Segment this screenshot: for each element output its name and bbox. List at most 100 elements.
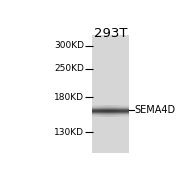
Bar (103, 111, 105, 112)
Bar (125, 110, 127, 111)
Bar (107, 113, 109, 114)
Bar (100, 112, 101, 113)
Bar (94, 111, 96, 112)
Bar (112, 115, 114, 116)
Bar (127, 110, 129, 111)
Bar (110, 108, 112, 109)
Bar (123, 114, 125, 115)
Bar (92, 112, 94, 113)
Bar (96, 108, 98, 109)
Bar (116, 111, 118, 112)
Bar (123, 113, 125, 114)
Bar (92, 114, 94, 115)
Bar (109, 110, 110, 111)
Bar (116, 114, 118, 115)
Bar (125, 108, 127, 109)
Bar (98, 111, 100, 112)
Bar (100, 105, 101, 106)
Bar (109, 111, 110, 112)
Bar (105, 111, 107, 112)
Bar (92, 107, 94, 108)
Bar (116, 115, 118, 116)
Bar (114, 109, 116, 110)
Bar (100, 113, 101, 114)
Bar (125, 112, 127, 113)
Bar (118, 109, 120, 110)
Bar (127, 114, 129, 115)
Bar (125, 115, 127, 116)
Bar (112, 110, 114, 111)
Bar (96, 112, 98, 113)
Bar (100, 110, 101, 111)
Bar (121, 109, 123, 110)
Bar (94, 114, 96, 115)
Bar (109, 107, 110, 108)
Bar (110, 106, 112, 107)
Bar (125, 111, 127, 112)
Bar (105, 106, 107, 107)
Bar (120, 108, 121, 109)
Text: 293T: 293T (94, 27, 128, 40)
Bar (120, 110, 121, 111)
Bar (103, 113, 105, 114)
Bar (101, 105, 103, 106)
Bar (120, 105, 121, 106)
Bar (98, 110, 100, 111)
Bar (100, 108, 101, 109)
Bar (121, 105, 123, 106)
Bar (123, 108, 125, 109)
Bar (101, 114, 103, 115)
Bar (103, 108, 105, 109)
Bar (103, 110, 105, 111)
Bar (101, 106, 103, 107)
Bar (100, 109, 101, 110)
Bar (120, 114, 121, 115)
Bar (105, 108, 107, 109)
Bar (103, 106, 105, 107)
Bar (114, 108, 116, 109)
Bar (107, 107, 109, 108)
Bar (103, 114, 105, 115)
Bar (103, 115, 105, 116)
Bar (96, 105, 98, 106)
Bar (96, 114, 98, 115)
Bar (112, 108, 114, 109)
Bar (112, 109, 114, 110)
Bar (107, 106, 109, 107)
Bar (123, 107, 125, 108)
Bar (101, 107, 103, 108)
Text: SEMA4D: SEMA4D (134, 105, 175, 115)
Bar (109, 108, 110, 109)
Bar (107, 112, 109, 113)
Text: 180KD: 180KD (54, 93, 84, 102)
Bar (109, 109, 110, 110)
Text: 300KD: 300KD (54, 41, 84, 50)
Bar (109, 113, 110, 114)
Bar (92, 108, 94, 109)
Bar (118, 110, 120, 111)
Bar (96, 115, 98, 116)
Bar (120, 113, 121, 114)
Bar (103, 109, 105, 110)
Bar (107, 105, 109, 106)
Bar (98, 108, 100, 109)
Bar (121, 114, 123, 115)
Bar (116, 105, 118, 106)
Bar (121, 113, 123, 114)
Bar (105, 115, 107, 116)
Bar (105, 114, 107, 115)
Bar (98, 107, 100, 108)
Text: 250KD: 250KD (54, 64, 84, 73)
Bar (118, 113, 120, 114)
Bar (105, 105, 107, 106)
Bar (121, 112, 123, 113)
Bar (114, 105, 116, 106)
Bar (94, 113, 96, 114)
Bar (109, 112, 110, 113)
Bar (114, 115, 116, 116)
Bar (92, 105, 94, 106)
Bar (127, 105, 129, 106)
Bar (120, 106, 121, 107)
Bar (98, 109, 100, 110)
Bar (92, 115, 94, 116)
